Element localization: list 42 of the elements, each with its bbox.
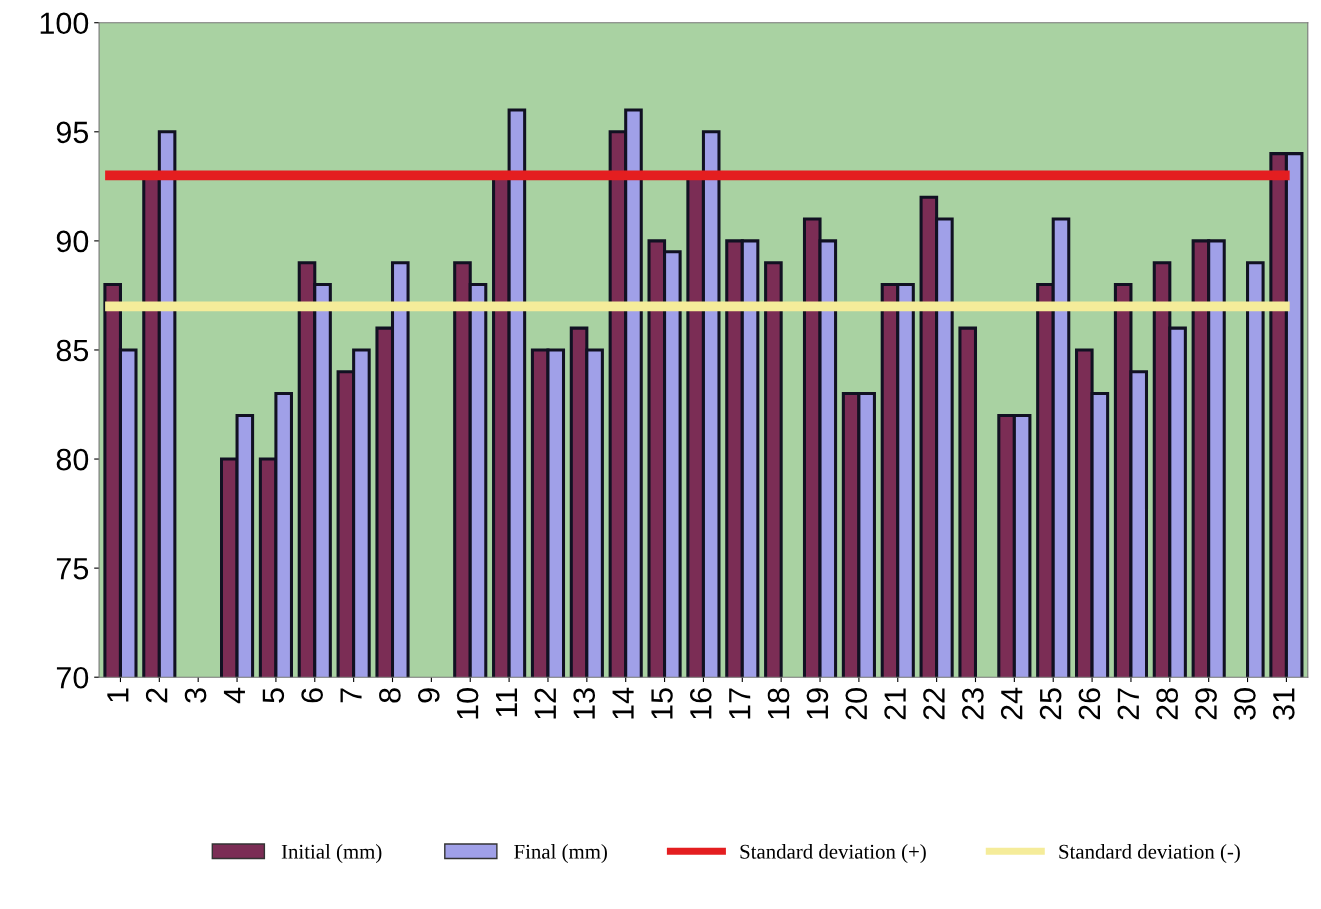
x-tick-label: 2 (145, 688, 168, 703)
x-tick-label: 23 (962, 688, 984, 720)
x-tick-label: 8 (379, 688, 401, 703)
x-tick-label: 5 (262, 688, 285, 703)
x-tick-label: 11 (495, 688, 518, 717)
x-tick-label: 12 (534, 688, 556, 719)
x-tick-label: 7 (340, 688, 362, 703)
x-tick-label: 29 (1195, 688, 1217, 720)
legend-label: Standard deviation (-) (1059, 844, 1240, 863)
x-tick-label: 6 (301, 688, 323, 703)
x-tick-label: 17 (729, 688, 751, 719)
x-tick-label: 1 (107, 688, 129, 702)
x-tick-label: 3 (184, 688, 207, 703)
legend-label: Final (mm) (514, 844, 607, 863)
x-tick-label: 24 (1000, 687, 1023, 720)
x-tick-label: 25 (1039, 688, 1062, 720)
x-tick-label: 27 (1117, 688, 1139, 720)
x-tick-label: 18 (767, 688, 790, 719)
x-tick-label: 14 (612, 687, 634, 719)
x-tick-label: 9 (417, 688, 440, 703)
x-tick-label: 20 (845, 688, 868, 720)
y-tick-label: 80 (56, 448, 89, 471)
legend-label: Initial (mm) (281, 844, 382, 863)
x-tick-label: 26 (1078, 688, 1101, 720)
legend-label: Standard deviation (+) (740, 844, 926, 863)
y-tick-label: 75 (56, 558, 89, 580)
x-tick-label: 19 (806, 688, 829, 719)
x-tick-label: 21 (884, 688, 906, 720)
x-tick-label: 13 (573, 688, 596, 719)
y-tick-label: 85 (56, 339, 89, 362)
x-tick-label: 16 (690, 688, 712, 719)
x-tick-label: 4 (223, 687, 245, 704)
x-tick-label: 28 (1156, 688, 1179, 720)
y-tick-label: 70 (56, 666, 89, 689)
y-tick-label: 100 (40, 12, 89, 35)
y-tick-label: 90 (56, 230, 89, 253)
x-tick-label: 30 (1234, 688, 1256, 720)
x-tick-label: 31 (1272, 688, 1295, 720)
x-tick-label: 15 (651, 688, 673, 719)
x-tick-label: 22 (923, 688, 945, 720)
y-tick-label: 95 (56, 121, 89, 144)
x-tick-label: 10 (456, 688, 479, 719)
